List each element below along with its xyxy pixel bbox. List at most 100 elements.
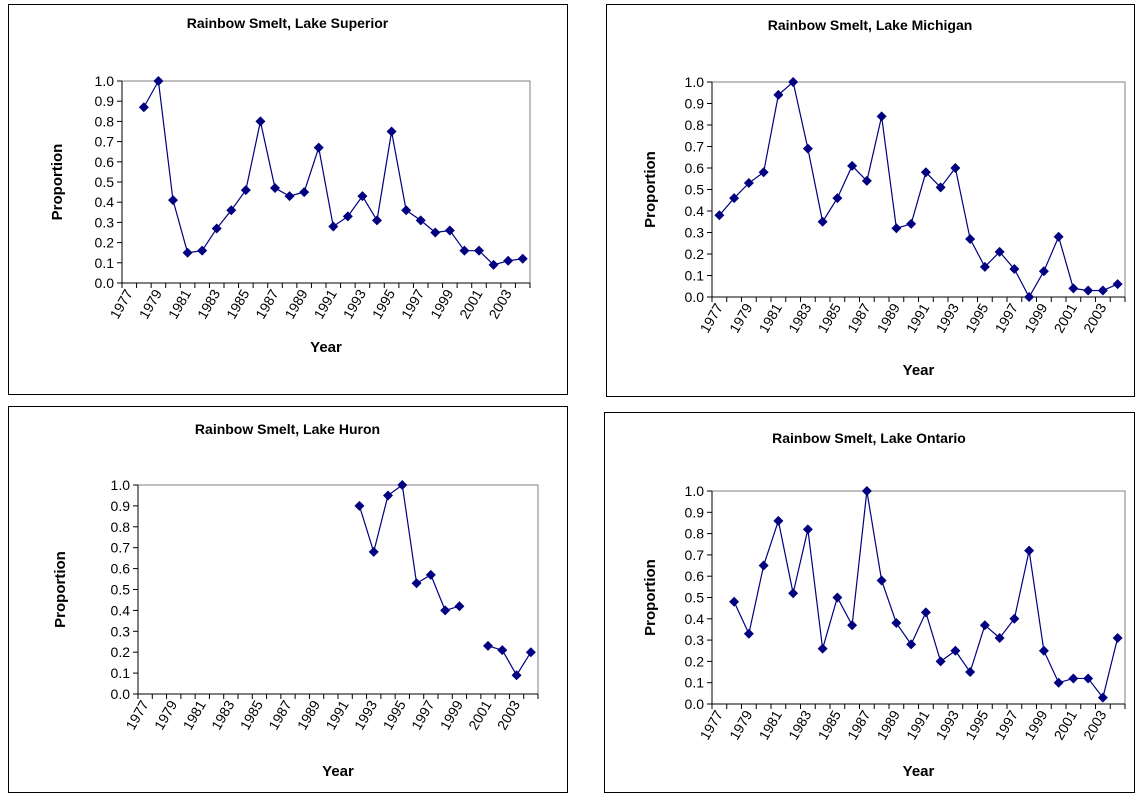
y-tick-label: 1.0	[111, 477, 131, 493]
marker	[153, 76, 164, 86]
marker	[240, 185, 251, 196]
x-tick-label: 1993	[933, 707, 963, 742]
marker	[935, 182, 946, 193]
y-tick-label: 0.8	[95, 113, 115, 129]
marker	[861, 175, 872, 186]
x-tick-label: 1985	[223, 286, 253, 321]
marker	[1083, 285, 1094, 296]
x-tick-label: 1995	[962, 707, 992, 742]
marker	[1053, 231, 1064, 242]
marker	[474, 245, 484, 256]
marker	[1024, 545, 1035, 556]
panel-border	[8, 4, 568, 395]
marker	[994, 246, 1005, 257]
marker	[965, 667, 976, 678]
y-axis-title: Proportion	[49, 144, 66, 221]
x-tick-label: 1991	[322, 697, 352, 732]
marker	[138, 102, 149, 113]
marker	[440, 605, 451, 616]
y-tick-label: 0.7	[95, 134, 115, 150]
y-tick-label: 0.5	[685, 182, 705, 198]
y-tick-label: 0.6	[111, 561, 131, 577]
chart-title: Rainbow Smelt, Lake Huron	[195, 421, 380, 437]
marker	[920, 167, 931, 178]
x-tick-label: 1997	[992, 300, 1022, 335]
y-tick-label: 0.8	[685, 117, 705, 133]
y-tick-label: 0.3	[685, 632, 705, 648]
x-tick-label: 1985	[815, 707, 845, 742]
x-tick-label: 1997	[408, 697, 438, 732]
y-axis-title: Proportion	[52, 551, 69, 628]
y-tick-label: 0.1	[685, 268, 705, 284]
marker	[965, 233, 976, 244]
marker	[197, 245, 208, 256]
y-tick-label: 0.7	[685, 547, 705, 563]
x-tick-label: 1993	[933, 300, 963, 335]
marker	[950, 163, 961, 173]
panel-border	[606, 4, 1135, 397]
y-tick-label: 1.0	[685, 74, 705, 90]
x-tick-label: 1987	[252, 286, 282, 321]
x-tick-label: 1981	[756, 707, 786, 742]
y-tick-label: 0.9	[95, 93, 115, 109]
y-tick-label: 0.4	[111, 602, 131, 618]
x-tick-label: 1985	[237, 697, 267, 732]
series-line	[487, 645, 532, 677]
marker	[182, 247, 193, 258]
marker	[1112, 279, 1123, 290]
marker	[847, 620, 858, 631]
y-tick-label: 0.0	[95, 275, 115, 291]
y-tick-label: 0.6	[95, 154, 115, 170]
y-tick-label: 0.2	[685, 653, 705, 669]
marker	[758, 167, 769, 178]
x-tick-label: 1979	[726, 300, 756, 335]
marker	[299, 187, 310, 198]
y-tick-label: 0.1	[685, 675, 705, 691]
marker	[483, 640, 493, 651]
marker	[788, 77, 799, 87]
marker	[935, 656, 946, 667]
marker	[342, 211, 353, 222]
marker	[979, 620, 990, 631]
marker	[1068, 673, 1079, 684]
marker	[1024, 292, 1035, 302]
x-tick-label: 1989	[281, 286, 311, 321]
marker	[401, 205, 412, 216]
x-tick-label: 2003	[494, 697, 524, 732]
plot-area	[711, 490, 1126, 705]
marker	[503, 255, 514, 266]
marker	[891, 223, 902, 234]
series-line	[718, 80, 1118, 299]
x-tick-label: 1987	[265, 697, 295, 732]
x-tick-label: 1997	[992, 707, 1022, 742]
x-axis-title: Year	[322, 763, 354, 780]
x-tick-label: 1979	[726, 707, 756, 742]
marker	[525, 647, 536, 658]
x-tick-label: 1993	[340, 286, 370, 321]
marker	[920, 607, 931, 618]
x-tick-label: 1977	[697, 707, 727, 742]
plot-area	[711, 81, 1126, 298]
marker	[1009, 613, 1020, 624]
y-tick-label: 0.2	[95, 235, 115, 251]
y-tick-label: 1.0	[95, 73, 115, 89]
y-tick-label: 0.7	[685, 139, 705, 155]
marker	[729, 193, 740, 204]
y-tick-label: 0.5	[111, 582, 131, 598]
marker	[729, 596, 740, 607]
series-line	[358, 483, 460, 612]
marker	[1097, 285, 1108, 296]
x-tick-label: 1991	[310, 286, 340, 321]
marker	[397, 480, 408, 490]
marker	[386, 126, 397, 137]
x-tick-label: 1977	[106, 286, 136, 321]
plot-area	[137, 484, 539, 695]
marker	[1038, 266, 1049, 277]
x-tick-label: 1979	[151, 697, 181, 732]
y-tick-label: 0.2	[685, 246, 705, 262]
x-tick-label: 1983	[194, 286, 224, 321]
x-tick-label: 1983	[208, 697, 238, 732]
marker	[1053, 677, 1064, 688]
marker	[328, 221, 339, 232]
marker	[861, 486, 872, 496]
